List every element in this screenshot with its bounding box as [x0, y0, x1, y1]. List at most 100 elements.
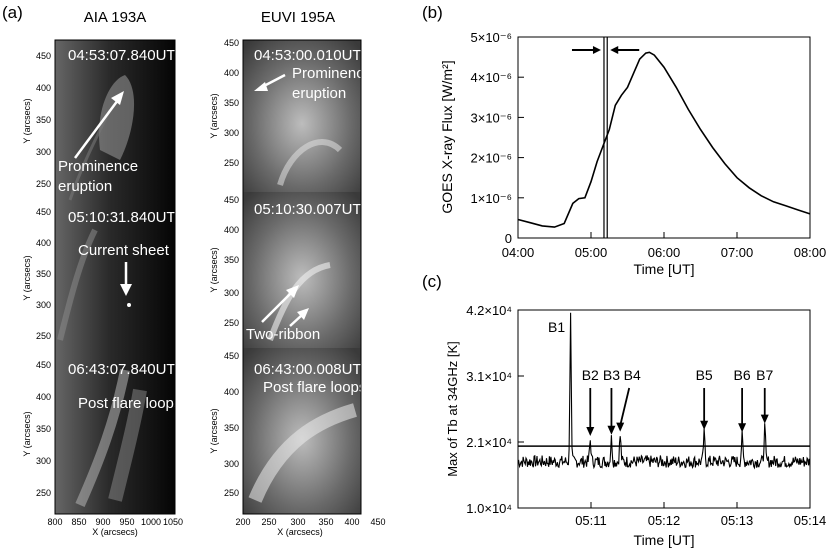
aia-y-label-2: Y (arcsecs) [22, 255, 32, 300]
euvi-label-1a: Prominence [292, 65, 372, 82]
svg-text:900: 900 [95, 517, 110, 527]
aia-x-ticks: 800 850 900 950 1000 1050 [47, 517, 183, 527]
svg-text:350: 350 [36, 424, 51, 434]
goes-y-tick-label: 1×10⁻⁶ [471, 191, 513, 206]
burst-arrow [619, 387, 631, 426]
euvi-arrowhead-2a [286, 285, 299, 298]
aia-frame-1 [55, 40, 175, 202]
euvi-arrow-2a [261, 291, 293, 323]
goes-x-tick-label: 08:00 [794, 245, 827, 260]
svg-text:850: 850 [71, 517, 86, 527]
aia-arrowhead-1 [111, 91, 124, 105]
aia-time-3: 06:43:07.840UT [68, 361, 176, 378]
goes-x-tick-label: 07:00 [721, 245, 754, 260]
panel-label-a: (a) [2, 3, 23, 22]
svg-text:200: 200 [235, 517, 250, 527]
svg-text:1000: 1000 [141, 517, 161, 527]
svg-text:350: 350 [224, 423, 239, 433]
euvi-y-ticks-3: 450 400 350 300 250 [224, 351, 239, 498]
tb-x-tick-label: 05:14 [794, 513, 827, 528]
euvi-time-1: 04:53:00.010UT [254, 47, 362, 64]
euvi-time-3: 06:43:00.008UT [254, 361, 362, 378]
euvi-y-label-1: Y (arcsecs) [209, 93, 219, 138]
euvi-x-ticks: 200 250 300 350 400 450 [235, 517, 385, 527]
euvi-frame-3 [243, 348, 361, 514]
aia-y-ticks-1: 450 400 350 300 250 [36, 51, 51, 189]
svg-text:450: 450 [224, 351, 239, 361]
aia-time-1: 04:53:07.840UT [68, 47, 176, 64]
goes-y-tick-label: 4×10⁻⁶ [471, 70, 513, 85]
euvi-label-3: Post flare loops [263, 379, 366, 396]
goes-y-tick-label: 2×10⁻⁶ [471, 151, 513, 166]
svg-text:800: 800 [47, 517, 62, 527]
tb-y-tick-label: 3.1×10⁴ [466, 369, 512, 384]
svg-text:350: 350 [36, 115, 51, 125]
tb-x-label: Time [UT] [634, 532, 695, 548]
aia-frame-2 [55, 202, 175, 354]
euvi-y-ticks-1: 450 400 350 300 250 [224, 38, 239, 168]
burst-arrowhead [760, 414, 769, 424]
svg-text:300: 300 [36, 147, 51, 157]
svg-text:400: 400 [36, 392, 51, 402]
goes-flux-series [517, 51, 811, 228]
tb-y-tick-label: 2.1×10⁴ [466, 435, 512, 450]
euvi-time-2: 05:10:30.007UT [254, 201, 362, 218]
euvi-frame-1 [243, 40, 361, 192]
burst-arrowhead [700, 420, 709, 430]
aia-label-1a: Prominence [58, 158, 138, 175]
goes-y-tick-label: 5×10⁻⁶ [471, 30, 513, 45]
svg-text:400: 400 [344, 517, 359, 527]
tb-x-tick-label: 05:13 [721, 513, 754, 528]
svg-text:300: 300 [290, 517, 305, 527]
burst-label-b3: B3 [603, 367, 620, 383]
aia-frame-3 [55, 354, 175, 514]
aia-arrowhead-2 [120, 284, 132, 296]
svg-text:450: 450 [36, 360, 51, 370]
goes-x-label: Time [UT] [634, 261, 695, 277]
svg-text:250: 250 [261, 517, 276, 527]
svg-text:450: 450 [36, 207, 51, 217]
tb-y-tick-label: 4.2×10⁴ [466, 303, 512, 318]
euvi-axes-frame [242, 39, 362, 515]
svg-text:350: 350 [224, 255, 239, 265]
svg-text:400: 400 [224, 387, 239, 397]
svg-text:350: 350 [224, 98, 239, 108]
svg-text:300: 300 [224, 128, 239, 138]
goes-chart: 04:00 05:00 06:00 07:00 08:00 0 1×10⁻⁶ 2×10⁻⁶ 3… [439, 30, 826, 277]
svg-text:450: 450 [370, 517, 385, 527]
panel-label-b: (b) [422, 3, 443, 22]
tb-series [517, 312, 811, 470]
tb-y-label: Max of Tb at 34GHz [K] [445, 341, 460, 477]
tb-x-tick-label: 05:11 [575, 513, 607, 528]
svg-text:350: 350 [36, 269, 51, 279]
burst-label-b4: B4 [624, 367, 641, 383]
svg-text:450: 450 [36, 51, 51, 61]
tb-axes-frame [517, 309, 811, 509]
svg-text:350: 350 [318, 517, 333, 527]
svg-text:1050: 1050 [163, 517, 183, 527]
burst-label-b2: B2 [582, 367, 599, 383]
burst-label-b7: B7 [756, 367, 773, 383]
euvi-label-1b: eruption [292, 85, 346, 102]
aia-label-1b: eruption [58, 178, 112, 195]
svg-text:300: 300 [36, 456, 51, 466]
aia-y-label-3: Y (arcsecs) [22, 411, 32, 456]
svg-text:300: 300 [36, 300, 51, 310]
svg-text:400: 400 [224, 225, 239, 235]
svg-text:400: 400 [36, 238, 51, 248]
euvi-label-2: Two-ribbon [246, 326, 320, 343]
burst-label-b1: B1 [548, 319, 565, 335]
aia-column-title: AIA 193A [84, 9, 147, 26]
panel-label-c: (c) [422, 272, 442, 291]
svg-text:250: 250 [36, 488, 51, 498]
svg-text:300: 300 [224, 459, 239, 469]
tb-chart: 05:11 05:12 05:13 05:14 1.0×10⁴ 2.1×10⁴ 3.1×1… [445, 303, 826, 548]
aia-time-2: 05:10:31.840UT [68, 209, 176, 226]
goes-y-tick-label: 0 [505, 231, 512, 246]
svg-text:450: 450 [224, 38, 239, 48]
euvi-y-label-2: Y (arcsecs) [209, 247, 219, 292]
svg-text:950: 950 [119, 517, 134, 527]
burst-arrowhead [616, 422, 625, 432]
burst-arrowhead [586, 426, 595, 436]
euvi-arrowhead-2b [297, 308, 309, 320]
